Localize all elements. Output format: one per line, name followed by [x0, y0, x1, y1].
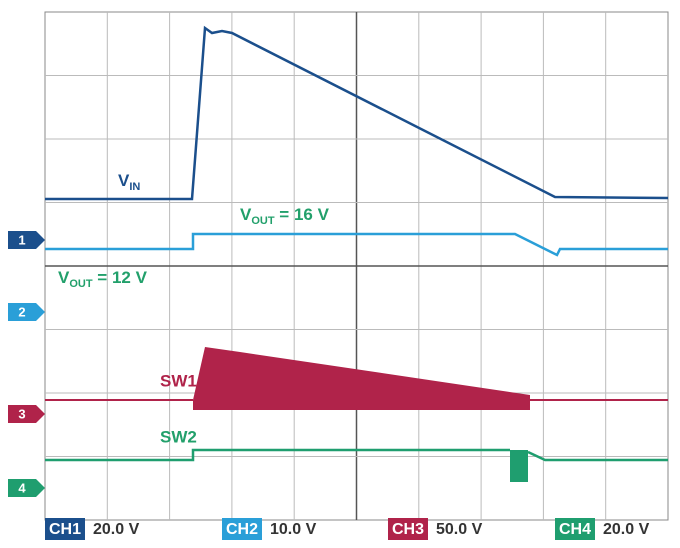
sw2-tail [527, 450, 668, 462]
label-main: V [240, 205, 252, 224]
channel-badge [555, 518, 595, 540]
channel-marker-label: 4 [18, 480, 26, 495]
sw2-burst [510, 450, 528, 482]
channel-badge [388, 518, 428, 540]
label-sub: IN [129, 181, 140, 193]
channel-scale: 20.0 V [603, 521, 650, 538]
channel-badge [222, 518, 262, 540]
label-rest: = 12 V [93, 268, 148, 287]
channel-scale: 50.0 V [436, 521, 483, 538]
channel-badge [45, 518, 85, 540]
channel-scale: 20.0 V [93, 521, 140, 538]
channel-name: CH2 [226, 521, 258, 538]
sw2-label: SW2 [160, 427, 197, 446]
label-rest: = 16 V [275, 205, 330, 224]
channel-name: CH4 [559, 521, 591, 538]
vout16-label: VOUT = 16 V [240, 205, 330, 226]
label-main: V [118, 171, 130, 190]
sw2-trace [45, 448, 510, 462]
channel-marker [8, 479, 45, 497]
label-sub: OUT [69, 278, 93, 290]
channel-marker-label: 3 [18, 406, 25, 421]
vin-trace [45, 25, 669, 201]
channel-name: CH1 [49, 521, 81, 538]
label-main: V [58, 268, 70, 287]
channel-marker [8, 231, 45, 249]
sw1-burst [193, 347, 530, 410]
channel-marker-label: 2 [18, 304, 25, 319]
channel-marker-label: 1 [18, 232, 25, 247]
label-sub: OUT [251, 215, 275, 227]
channel-markers: 1 2 3 4 [8, 231, 45, 497]
channel-scale: 10.0 V [270, 521, 317, 538]
channel-marker [8, 405, 45, 423]
vout12-label: VOUT = 12 V [58, 268, 148, 289]
vin-label: VIN [118, 171, 140, 192]
vout16-trace [45, 232, 668, 257]
footer: CH1 20.0 V CH2 10.0 V CH3 50.0 V CH4 20.0 V [45, 518, 650, 540]
channel-marker [8, 303, 45, 321]
sw1-label: SW1 [160, 371, 197, 390]
channel-name: CH3 [392, 521, 424, 538]
grid [45, 12, 668, 520]
